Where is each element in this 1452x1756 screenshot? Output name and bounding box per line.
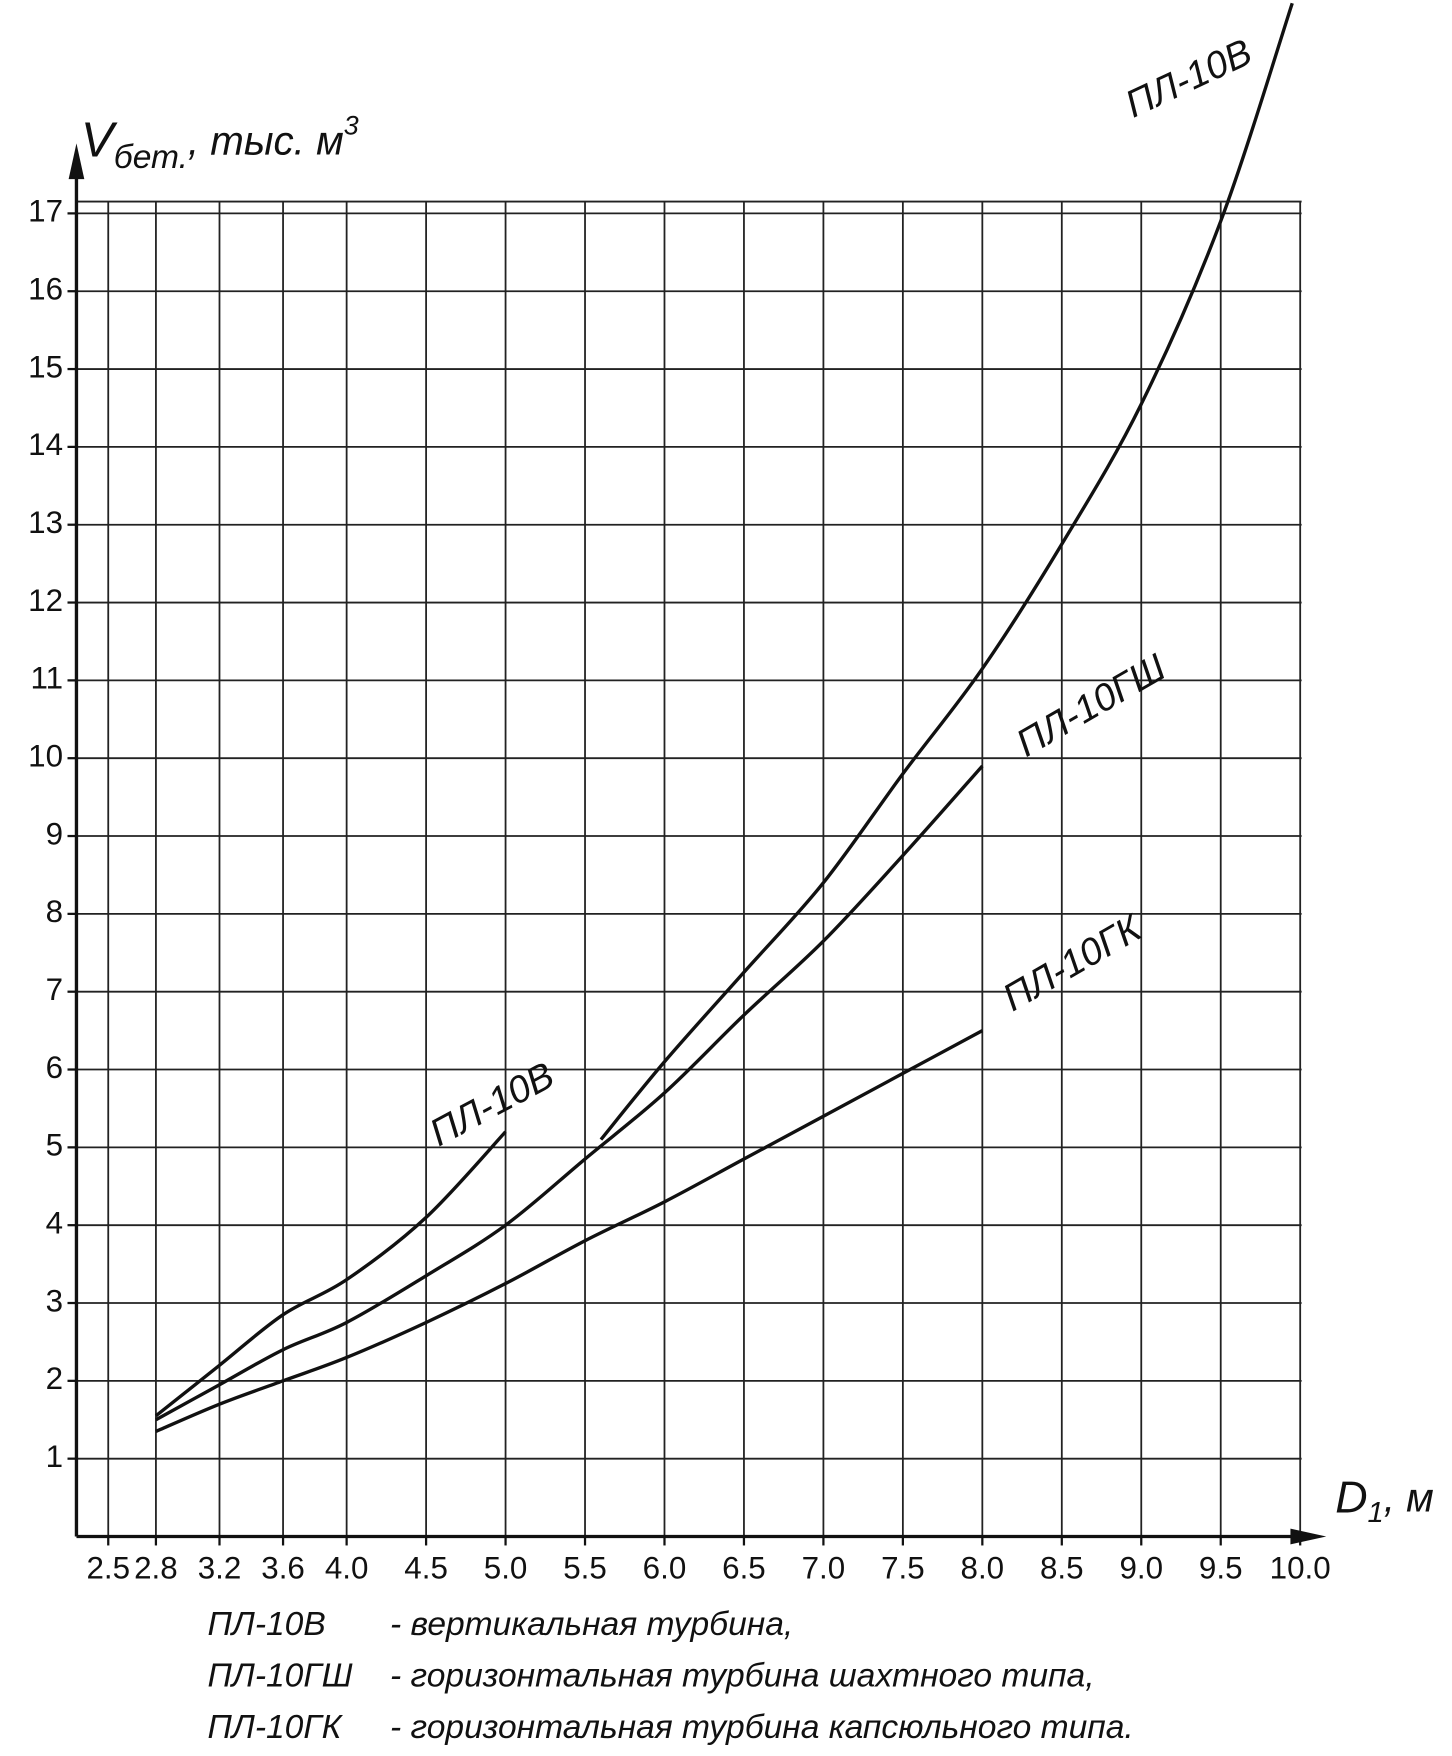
x-tick-label: 3.2 (198, 1550, 242, 1585)
y-tick-label: 11 (30, 661, 63, 696)
x-tick-label: 4.5 (404, 1550, 448, 1585)
note-text: - горизонтальная турбина шахтного типа, (390, 1657, 1095, 1694)
y-title-main: V (81, 112, 118, 167)
y-axis-arrow (68, 143, 85, 180)
curve (599, 2, 1294, 1141)
y-tick-label: 2 (46, 1361, 63, 1396)
y-tick-label: 8 (46, 894, 63, 929)
y-tick-label: 16 (28, 272, 63, 307)
note-code: ПЛ-10ГШ (207, 1657, 352, 1694)
y-tick-label: 9 (46, 816, 63, 851)
x-tick-label: 8.5 (1040, 1550, 1084, 1585)
note-text: - вертикальная турбина, (390, 1606, 793, 1643)
curve (155, 1029, 984, 1433)
curve-label: ПЛ-10ГК (996, 906, 1151, 1020)
x-tick-label: 4.0 (325, 1550, 369, 1585)
x-tick-label: 2.5 (86, 1550, 130, 1585)
notes: ПЛ-10В - вертикальная турбина, ПЛ-10ГШ -… (207, 1606, 1133, 1746)
x-title-sub: 1 (1368, 1497, 1384, 1529)
x-tick-label: 7.5 (881, 1550, 925, 1585)
x-tick-label: 9.0 (1119, 1550, 1163, 1585)
curve (154, 1130, 507, 1418)
y-tick-label: 5 (46, 1128, 63, 1163)
y-tick-label: 7 (46, 972, 63, 1007)
y-axis-title: Vбет., тыс. м3 (81, 111, 359, 176)
note-code: ПЛ-10ГК (207, 1709, 343, 1746)
curve-label: ПЛ-10ГШ (1010, 646, 1174, 765)
x-tick-label: 6.5 (722, 1550, 766, 1585)
x-tick-label: 9.5 (1199, 1550, 1243, 1585)
y-title-rest: , тыс. м (188, 118, 344, 163)
x-tick-label: 2.8 (134, 1550, 178, 1585)
y-tick-label: 10 (28, 738, 63, 773)
x-title-rest: , м (1384, 1475, 1434, 1520)
y-tick-label: 3 (46, 1283, 63, 1318)
grid (67, 200, 1302, 1546)
x-axis-title: D1, м (1335, 1472, 1434, 1528)
x-tick-label: 10.0 (1270, 1550, 1331, 1585)
y-tick-label: 12 (28, 583, 63, 618)
curve (155, 764, 984, 1422)
x-tick-label: 7.0 (802, 1550, 846, 1585)
y-tick-label: 13 (28, 505, 63, 540)
curve-label: ПЛ-10В (1119, 32, 1258, 127)
x-title-main: D (1335, 1472, 1367, 1522)
y-title-sub: бет. (114, 139, 188, 176)
y-tick-label: 1 (46, 1439, 63, 1474)
curves (154, 2, 1294, 1433)
y-tick-label: 14 (28, 427, 63, 462)
x-tick-label: 5.5 (563, 1550, 607, 1585)
y-tick-label: 15 (28, 349, 63, 384)
x-tick-label: 5.0 (484, 1550, 528, 1585)
note-text: - горизонтальная турбина капсюльного тип… (390, 1709, 1134, 1746)
note-code: ПЛ-10В (207, 1606, 325, 1643)
y-tick-label: 17 (28, 194, 63, 229)
y-tick-label: 4 (46, 1205, 63, 1240)
x-tick-label: 3.6 (261, 1550, 305, 1585)
x-axis-arrow (1290, 1528, 1327, 1545)
y-title-sup: 3 (344, 111, 359, 141)
y-tick-label: 6 (46, 1050, 63, 1085)
x-tick-label: 8.0 (961, 1550, 1005, 1585)
x-tick-label: 6.0 (643, 1550, 687, 1585)
